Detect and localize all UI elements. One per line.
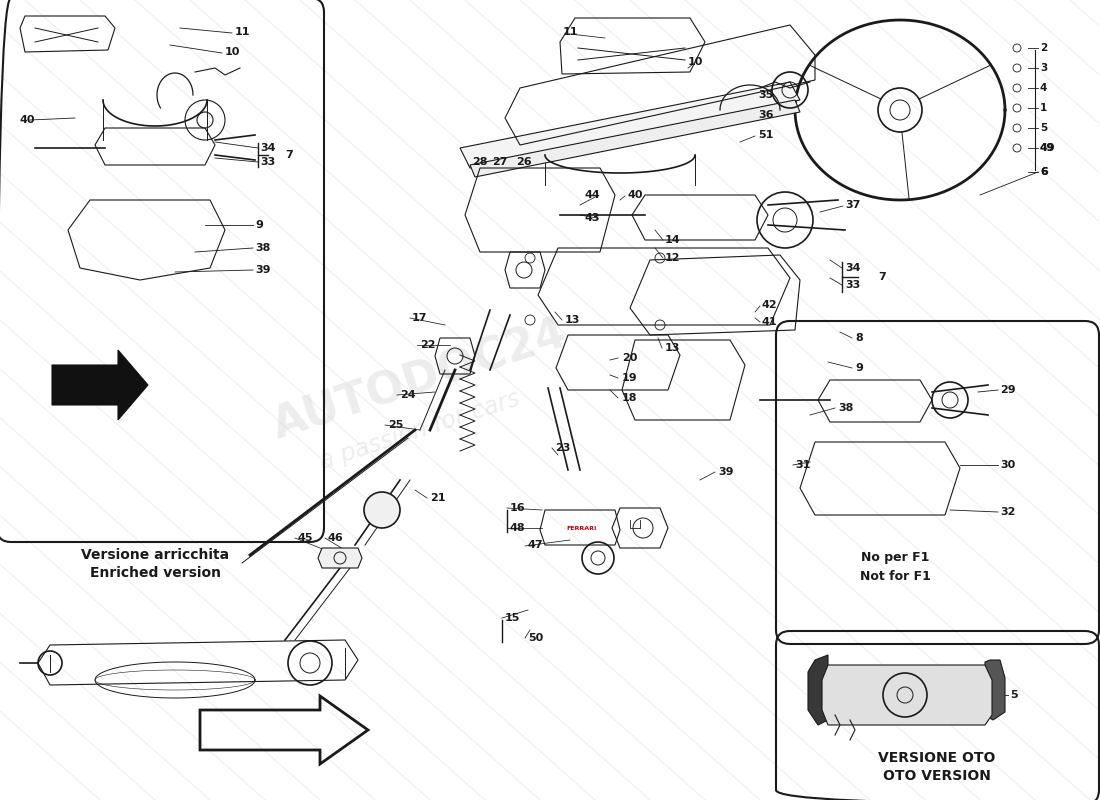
- Text: 21: 21: [430, 493, 446, 503]
- Text: 43: 43: [584, 213, 600, 223]
- Text: 20: 20: [621, 353, 637, 363]
- Text: 6: 6: [1040, 167, 1047, 177]
- Text: 13: 13: [565, 315, 581, 325]
- Text: VERSIONE OTO: VERSIONE OTO: [878, 751, 996, 765]
- Text: 10: 10: [688, 57, 703, 67]
- Text: Not for F1: Not for F1: [859, 570, 931, 582]
- Text: 6: 6: [1040, 167, 1048, 177]
- Text: 3: 3: [1040, 63, 1047, 73]
- Text: No per F1: No per F1: [861, 551, 930, 565]
- Text: 33: 33: [845, 280, 860, 290]
- Text: 32: 32: [1000, 507, 1015, 517]
- Text: 18: 18: [621, 393, 638, 403]
- Text: 44: 44: [584, 190, 600, 200]
- Text: 5: 5: [1040, 123, 1047, 133]
- Text: 4: 4: [1040, 83, 1047, 93]
- Text: 51: 51: [758, 130, 773, 140]
- Text: 17: 17: [412, 313, 428, 323]
- Text: 11: 11: [235, 27, 251, 37]
- Text: a passion for cars: a passion for cars: [317, 386, 524, 474]
- Text: FERRARI: FERRARI: [566, 526, 597, 530]
- Text: AUTODOC24: AUTODOC24: [267, 312, 573, 448]
- Text: 39: 39: [255, 265, 271, 275]
- Text: 26: 26: [516, 157, 532, 167]
- Text: 34: 34: [845, 263, 860, 273]
- Text: 25: 25: [388, 420, 404, 430]
- Text: 35: 35: [758, 90, 773, 100]
- Text: 1: 1: [1040, 103, 1047, 113]
- Text: 47: 47: [528, 540, 543, 550]
- Text: 50: 50: [528, 633, 543, 643]
- Text: 48: 48: [510, 523, 526, 533]
- Text: 9: 9: [855, 363, 862, 373]
- Text: Enriched version: Enriched version: [89, 566, 220, 580]
- Text: 9: 9: [255, 220, 263, 230]
- Text: 30: 30: [1000, 460, 1015, 470]
- Polygon shape: [984, 660, 1005, 720]
- Text: 27: 27: [493, 157, 508, 167]
- Text: 16: 16: [510, 503, 526, 513]
- Text: 40: 40: [628, 190, 643, 200]
- Text: 28: 28: [473, 157, 488, 167]
- Text: 13: 13: [666, 343, 681, 353]
- Text: 11: 11: [562, 27, 578, 37]
- Text: 8: 8: [855, 333, 862, 343]
- Text: 12: 12: [666, 253, 681, 263]
- Text: 38: 38: [838, 403, 854, 413]
- Text: 23: 23: [556, 443, 571, 453]
- Polygon shape: [808, 655, 828, 725]
- Text: 7: 7: [285, 150, 293, 160]
- Text: 36: 36: [758, 110, 773, 120]
- Text: 19: 19: [621, 373, 638, 383]
- Text: 41: 41: [762, 317, 778, 327]
- Text: 49: 49: [1040, 143, 1055, 153]
- Text: 42: 42: [762, 300, 778, 310]
- Text: 2: 2: [1040, 43, 1047, 53]
- Text: 40: 40: [20, 115, 35, 125]
- Text: 5: 5: [1010, 690, 1018, 700]
- Text: 31: 31: [795, 460, 811, 470]
- Text: 24: 24: [400, 390, 416, 400]
- Circle shape: [364, 492, 400, 528]
- Text: 46: 46: [328, 533, 343, 543]
- Text: Versione arricchita: Versione arricchita: [81, 548, 229, 562]
- Text: 22: 22: [420, 340, 436, 350]
- Text: 37: 37: [845, 200, 860, 210]
- Polygon shape: [470, 100, 800, 177]
- Text: 33: 33: [260, 157, 275, 167]
- Polygon shape: [52, 350, 148, 420]
- Text: 34: 34: [260, 143, 275, 153]
- Text: 38: 38: [255, 243, 271, 253]
- Polygon shape: [460, 82, 800, 168]
- Text: 14: 14: [666, 235, 681, 245]
- Text: 15: 15: [505, 613, 520, 623]
- Text: 7: 7: [878, 272, 886, 282]
- Text: 39: 39: [718, 467, 734, 477]
- Polygon shape: [318, 548, 362, 568]
- Text: OTO VERSION: OTO VERSION: [883, 769, 991, 783]
- Text: 45: 45: [298, 533, 314, 543]
- Text: 29: 29: [1000, 385, 1015, 395]
- Polygon shape: [822, 665, 992, 725]
- Text: 10: 10: [226, 47, 241, 57]
- Text: 49: 49: [1040, 143, 1056, 153]
